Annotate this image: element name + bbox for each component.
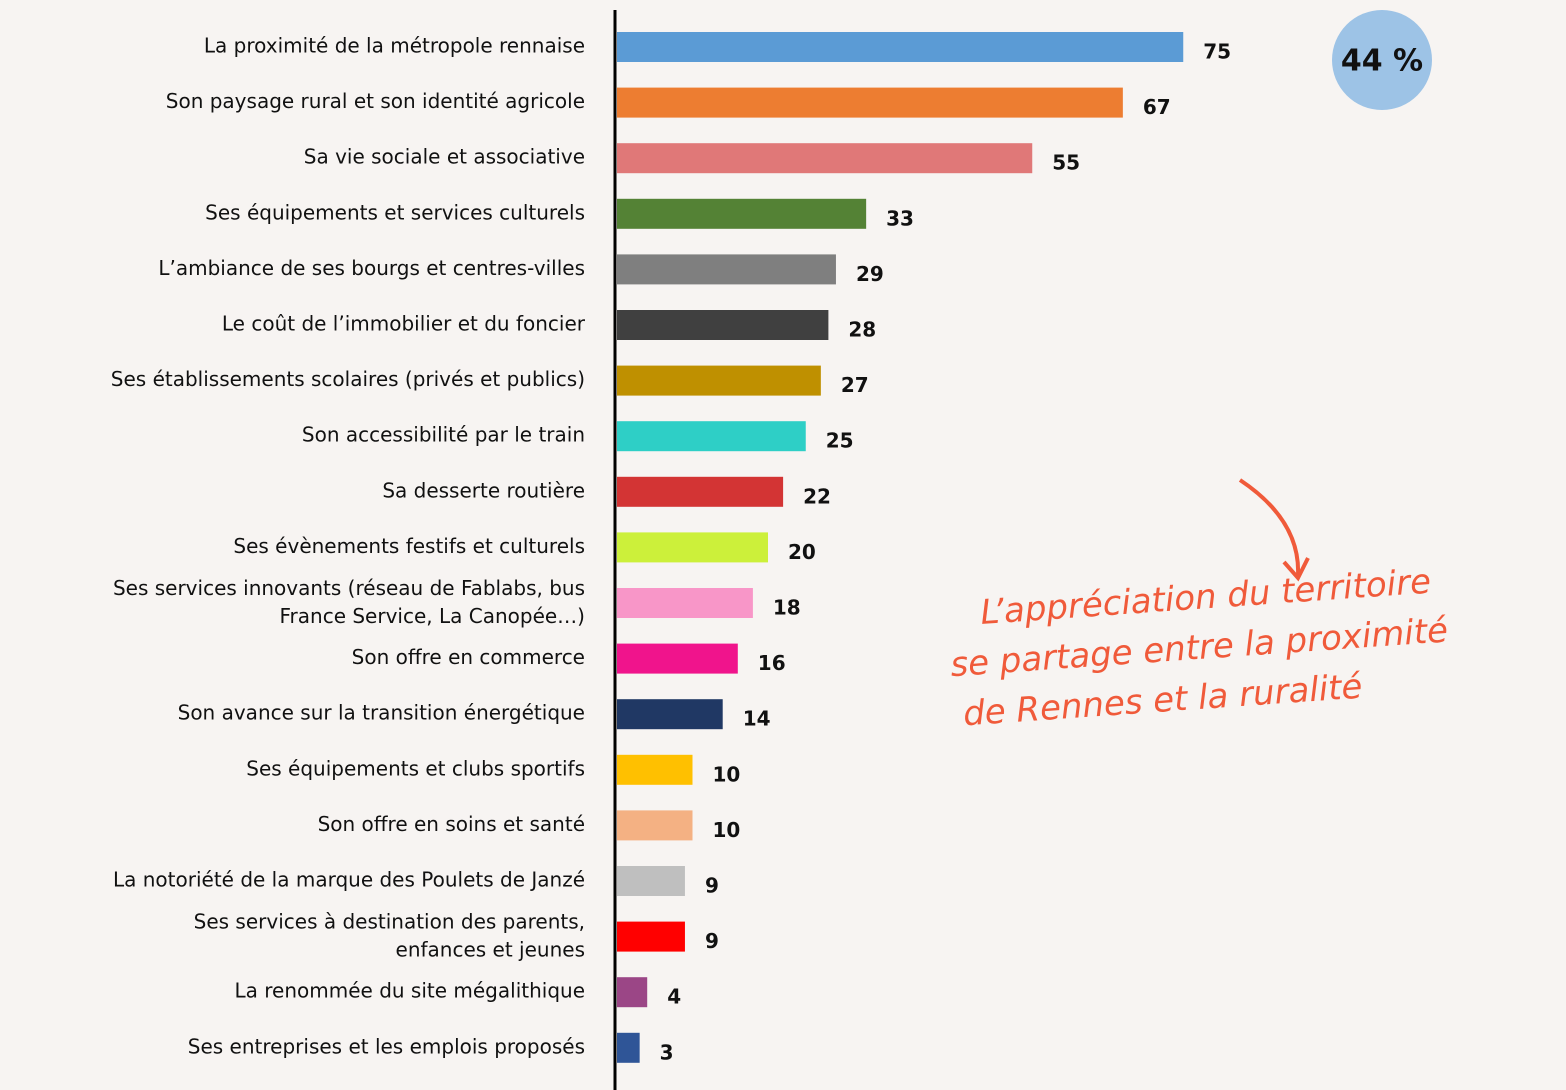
bar: [617, 866, 685, 896]
bar: [617, 1032, 640, 1063]
value-label: 3: [660, 1040, 674, 1064]
bar: [617, 310, 829, 340]
category-label: Son offre en commerce: [352, 645, 585, 669]
value-label: 75: [1203, 40, 1231, 64]
value-label: 28: [848, 318, 876, 342]
bar: [617, 699, 723, 730]
arrow: [1238, 478, 1301, 576]
value-label: 67: [1143, 95, 1171, 119]
bar: [617, 810, 693, 841]
bar: [617, 977, 648, 1008]
value-label: 18: [773, 596, 801, 620]
bar: [617, 421, 806, 452]
category-label: Sa vie sociale et associative: [304, 145, 585, 169]
category-label: Ses évènements festifs et culturels: [233, 534, 585, 558]
category-label: Ses équipements et clubs sportifs: [246, 756, 585, 780]
arrow-head: [1282, 557, 1310, 582]
value-label: 9: [705, 929, 719, 953]
bar: [617, 87, 1123, 118]
category-label: Sa desserte routière: [382, 478, 585, 502]
bar: [617, 754, 693, 785]
bar: [617, 365, 821, 396]
value-label: 10: [713, 818, 741, 842]
value-label: 33: [886, 206, 914, 230]
category-label: Son avance sur la transition énergétique: [178, 701, 585, 725]
bar: [617, 532, 768, 563]
bar: [617, 198, 867, 229]
category-label: Ses entreprises et les emplois proposés: [188, 1034, 585, 1058]
category-label: La renommée du site mégalithique: [235, 979, 586, 1003]
category-label: La proximité de la métropole rennaise: [204, 34, 585, 58]
value-label: 55: [1052, 151, 1080, 175]
value-label: 22: [803, 484, 831, 508]
value-label: 27: [841, 373, 869, 397]
value-label: 10: [713, 762, 741, 786]
bar: [617, 588, 753, 618]
category-label: La notoriété de la marque des Poulets de…: [113, 868, 585, 892]
badge-circle: [1332, 10, 1432, 110]
category-label: Son accessibilité par le train: [302, 423, 585, 447]
bar: [617, 921, 685, 952]
value-label: 25: [826, 429, 854, 453]
category-label: Le coût de l’immobilier et du foncier: [222, 312, 586, 336]
badge-text: 44 %: [1341, 44, 1423, 79]
category-label: Ses équipements et services culturels: [205, 200, 585, 224]
value-label: 20: [788, 540, 816, 564]
category-label: Ses services à destination des parents, e…: [194, 909, 585, 961]
value-label: 16: [758, 651, 786, 675]
value-label: 14: [743, 707, 771, 731]
category-label: Ses services innovants (réseau de Fablab…: [113, 576, 585, 628]
bar: [617, 254, 836, 285]
bar: [617, 32, 1184, 62]
category-label: L’ambiance de ses bourgs et centres-vill…: [158, 256, 585, 280]
bar: [617, 643, 738, 674]
value-label: 9: [705, 874, 719, 898]
category-label: Ses établissements scolaires (privés et …: [111, 367, 585, 391]
value-label: 4: [667, 985, 681, 1009]
value-label: 29: [856, 262, 884, 286]
category-label: Son offre en soins et santé: [318, 812, 585, 836]
category-label: Son paysage rural et son identité agrico…: [166, 89, 585, 113]
bar: [617, 143, 1033, 174]
bar: [617, 476, 784, 507]
